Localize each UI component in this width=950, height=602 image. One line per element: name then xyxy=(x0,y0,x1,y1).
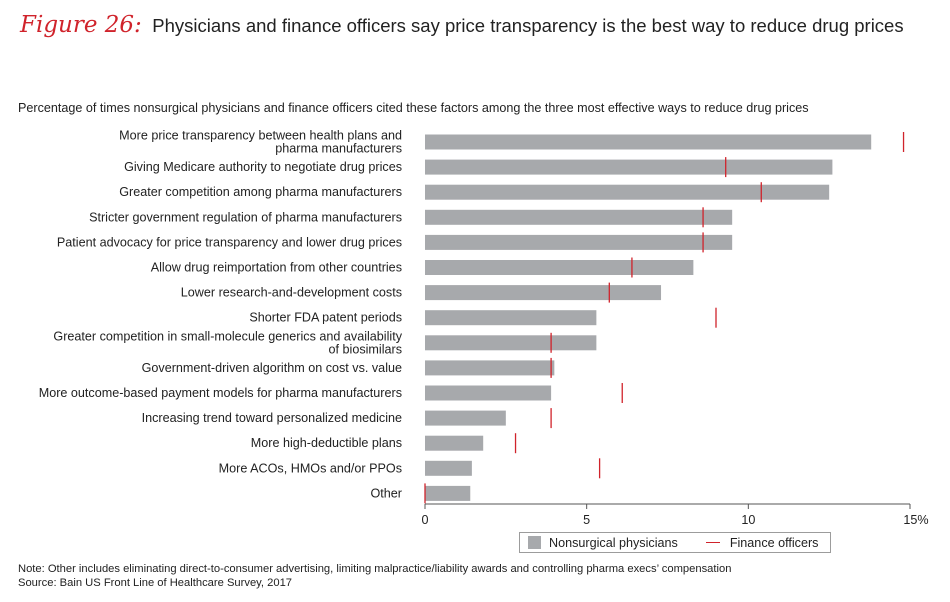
note-text: Note: Other includes eliminating direct-… xyxy=(18,563,732,575)
finance-markers xyxy=(424,132,905,504)
physician-bar xyxy=(425,234,733,250)
legend-physicians-label: Nonsurgical physicians xyxy=(549,535,678,550)
physician-bar xyxy=(425,385,552,401)
physician-bar xyxy=(425,410,506,426)
legend-bar-swatch xyxy=(528,536,541,549)
category-label: Patient advocacy for price transparency … xyxy=(57,235,402,249)
physician-bar xyxy=(425,184,830,200)
physician-bar xyxy=(425,260,694,275)
physician-bar xyxy=(425,209,733,225)
chart-title: Physicians and finance officers say pric… xyxy=(152,15,904,36)
physician-bar xyxy=(425,285,662,301)
category-label: Increasing trend toward personalized med… xyxy=(142,411,402,425)
x-tick-label: 10 xyxy=(741,513,755,527)
source-text: Source: Bain US Front Line of Healthcare… xyxy=(18,577,293,589)
physician-bar xyxy=(425,159,833,175)
legend: Nonsurgical physicians Finance officers xyxy=(519,532,831,553)
x-tick-label: 0 xyxy=(421,513,428,527)
physician-bar xyxy=(425,335,597,351)
x-axis: 0 5 10 15% xyxy=(421,503,929,527)
footnote: Note: Other includes eliminating direct-… xyxy=(18,562,731,590)
category-label: Giving Medicare authority to negotiate d… xyxy=(124,160,402,174)
category-label: Lower research-and-development costs xyxy=(181,286,402,300)
category-label: More high-deductible plans xyxy=(251,436,402,450)
category-label: Stricter government regulation of pharma… xyxy=(89,210,402,224)
physician-bar xyxy=(425,134,872,150)
physician-bar xyxy=(425,310,597,326)
category-label: Greater competition in small-molecule ge… xyxy=(53,329,402,356)
category-label: Government-driven algorithm on cost vs. … xyxy=(142,361,402,375)
physician-bar xyxy=(425,460,472,476)
figure-label: Figure 26: xyxy=(20,12,142,38)
bar-chart: More price transparency between health p… xyxy=(39,129,929,528)
figure-header: Figure 26: Physicians and finance office… xyxy=(20,12,904,38)
legend-finance-label: Finance officers xyxy=(729,535,819,550)
physician-bar xyxy=(425,360,555,376)
category-label: Shorter FDA patent periods xyxy=(249,311,402,325)
category-label: Allow drug reimportation from other coun… xyxy=(151,261,402,275)
category-label: Greater competition among pharma manufac… xyxy=(119,185,402,199)
x-tick-label: 15% xyxy=(903,513,928,527)
category-labels: More price transparency between health p… xyxy=(39,129,403,501)
legend-marker-swatch xyxy=(705,541,720,544)
physician-bars xyxy=(425,134,872,501)
category-label: Other xyxy=(371,486,403,500)
category-label: More price transparency between health p… xyxy=(119,129,402,156)
chart-subtitle: Percentage of times nonsurgical physicia… xyxy=(18,101,809,115)
category-label: More ACOs, HMOs and/or PPOs xyxy=(219,461,402,475)
physician-bar xyxy=(425,435,484,451)
physician-bar xyxy=(425,485,471,501)
x-tick-label: 5 xyxy=(583,513,590,527)
category-label: More outcome-based payment models for ph… xyxy=(39,386,402,400)
